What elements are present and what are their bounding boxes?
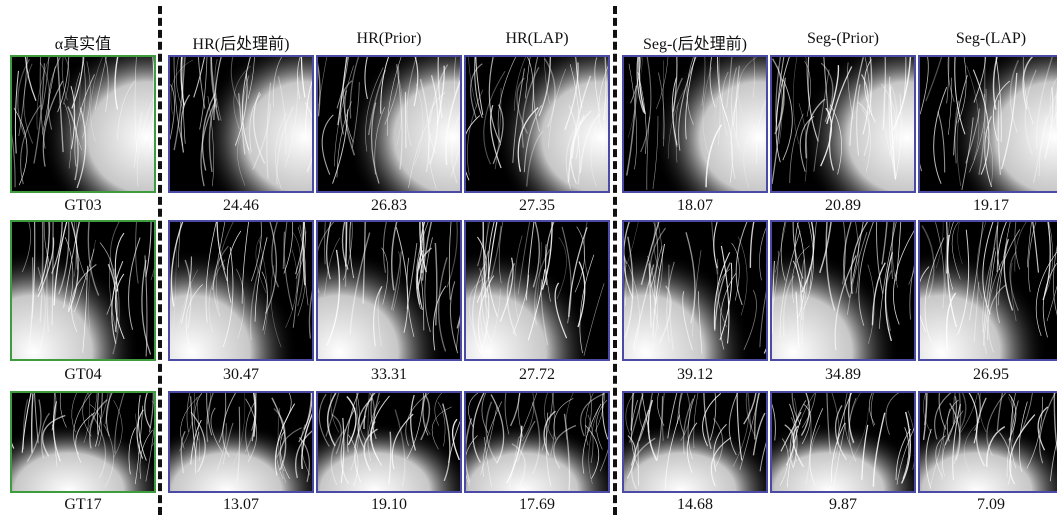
matte-image [624,222,766,359]
image-cell [918,220,1057,361]
matte-image [170,222,312,359]
matte-image [318,393,460,491]
matte-image [318,222,460,359]
score: 18.07 [622,197,768,215]
image-cell [316,391,462,493]
score: 27.72 [464,366,610,384]
score: 17.69 [464,496,610,514]
score: 14.68 [622,496,768,514]
matte-image [12,393,154,491]
image-cell [770,391,916,493]
divider [613,6,617,515]
column-header: HR(后处理前) [168,30,314,54]
matte-image [318,57,460,191]
figure: α真实值HR(后处理前)HR(Prior)HR(LAP)Seg-(后处理前)Se… [0,0,1057,515]
image-cell [622,220,768,361]
image-cell [10,55,156,193]
column-header: Seg-(Prior) [770,30,916,48]
score: 33.31 [316,366,462,384]
score: 20.89 [770,197,916,215]
matte-image [466,222,608,359]
matte-image [12,57,154,191]
matte-image [624,393,766,491]
image-cell [464,391,610,493]
matte-image [772,57,914,191]
image-cell [464,55,610,193]
column-header: α真实值 [10,30,156,54]
column-header: HR(LAP) [464,30,610,48]
score: 27.35 [464,197,610,215]
score: 26.95 [918,366,1057,384]
image-cell [770,220,916,361]
image-cell [10,391,156,493]
score: 39.12 [622,366,768,384]
matte-image [772,393,914,491]
matte-image [920,222,1057,359]
image-cell [168,220,314,361]
matte-image [12,222,154,359]
score: 19.17 [918,197,1057,215]
score: 7.09 [918,496,1057,514]
image-cell [622,55,768,193]
image-cell [918,55,1057,193]
column-header: Seg-(LAP) [918,30,1057,48]
matte-image [772,222,914,359]
score: 24.46 [168,197,314,215]
image-cell [770,55,916,193]
image-cell [316,55,462,193]
image-cell [168,55,314,193]
row-label: GT04 [10,366,156,384]
row-label: GT03 [10,197,156,215]
image-cell [168,391,314,493]
matte-image [170,57,312,191]
column-header: Seg-(后处理前) [622,30,768,54]
image-cell [464,220,610,361]
image-cell [10,220,156,361]
score: 19.10 [316,496,462,514]
matte-image [624,57,766,191]
score: 30.47 [168,366,314,384]
matte-image [466,393,608,491]
score: 9.87 [770,496,916,514]
score: 34.89 [770,366,916,384]
score: 26.83 [316,197,462,215]
divider [158,6,162,515]
matte-image [170,393,312,491]
matte-image [466,57,608,191]
column-header: HR(Prior) [316,30,462,48]
image-cell [316,220,462,361]
score: 13.07 [168,496,314,514]
image-cell [918,391,1057,493]
row-label: GT17 [10,496,156,514]
matte-image [920,57,1057,191]
matte-image [920,393,1057,491]
image-cell [622,391,768,493]
